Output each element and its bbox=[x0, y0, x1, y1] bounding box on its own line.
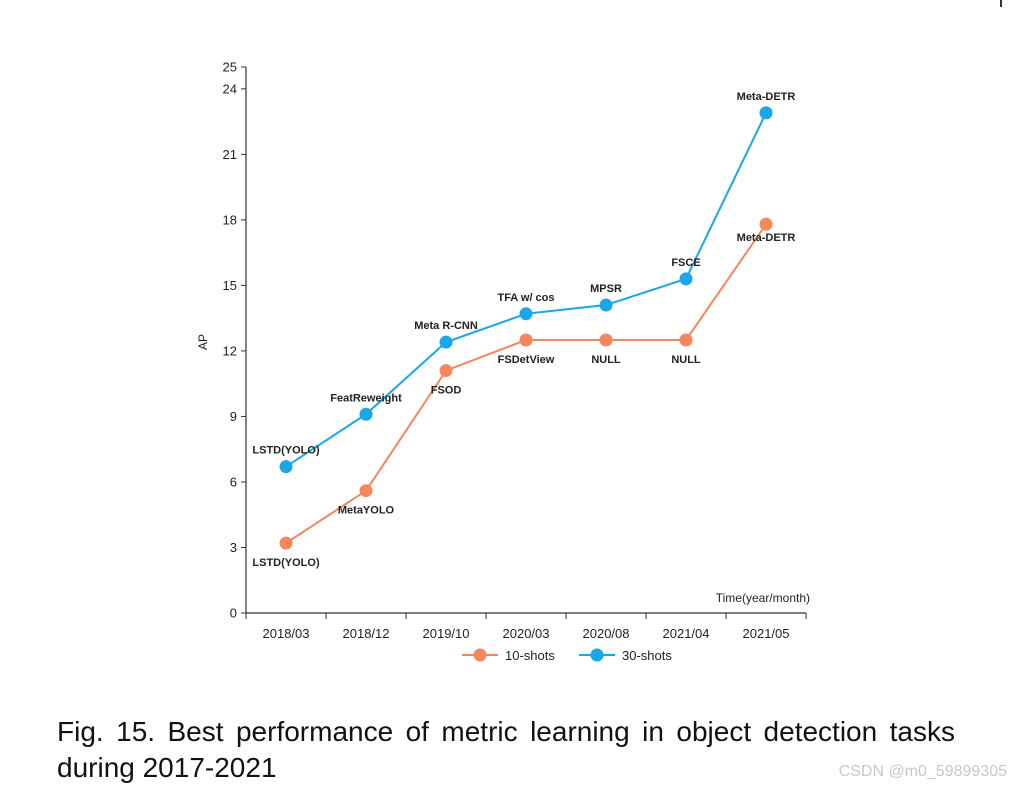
x-tick-label: 2018/12 bbox=[343, 626, 390, 641]
data-point bbox=[519, 333, 533, 347]
data-point bbox=[279, 536, 293, 550]
x-tick-label: 2018/03 bbox=[263, 626, 310, 641]
data-point bbox=[679, 272, 693, 286]
y-tick-label: 0 bbox=[230, 606, 237, 621]
point-label: Meta-DETR bbox=[737, 91, 796, 103]
data-point bbox=[759, 106, 773, 120]
point-label: MetaYOLO bbox=[338, 505, 395, 517]
y-tick-label: 25 bbox=[223, 60, 237, 75]
data-point bbox=[679, 333, 693, 347]
watermark: CSDN @m0_59899305 bbox=[838, 763, 1007, 780]
page-edge-mark bbox=[1000, 0, 1002, 7]
y-axis-label: AP bbox=[196, 334, 210, 350]
data-point bbox=[519, 307, 533, 321]
point-label: LSTD(YOLO) bbox=[252, 557, 320, 569]
y-tick-label: 21 bbox=[223, 147, 237, 162]
series-line-10-shots bbox=[285, 223, 767, 544]
y-tick-label: 9 bbox=[230, 409, 237, 424]
x-tick-label: 2021/04 bbox=[663, 626, 710, 641]
y-tick-label: 6 bbox=[230, 474, 237, 489]
point-labels: LSTD(YOLO) MetaYOLO FSOD FSDetView NULL NULL M… bbox=[252, 91, 795, 569]
data-point bbox=[759, 217, 773, 231]
data-point bbox=[599, 333, 613, 347]
series-line-30-shots bbox=[285, 112, 767, 468]
data-point bbox=[599, 298, 613, 312]
legend-label: 10-shots bbox=[505, 648, 555, 663]
legend: 10-shots 30-shots bbox=[462, 648, 672, 663]
legend-label: 30-shots bbox=[622, 648, 672, 663]
point-label: NULL bbox=[671, 354, 701, 366]
point-label: NULL bbox=[591, 354, 621, 366]
x-ticks: 2018/03 2018/12 2019/10 2020/03 2020/08 2021/… bbox=[245, 613, 807, 641]
x-tick-label: 2019/10 bbox=[423, 626, 470, 641]
point-label: Meta R-CNN bbox=[414, 320, 478, 332]
y-tick-label: 3 bbox=[230, 540, 237, 555]
data-point bbox=[279, 460, 293, 474]
data-point bbox=[439, 335, 453, 349]
point-label: Meta-DETR bbox=[737, 232, 796, 244]
series-layer bbox=[279, 106, 773, 550]
data-point bbox=[359, 407, 373, 421]
point-label: FSCE bbox=[671, 257, 700, 269]
y-tick-label: 15 bbox=[223, 278, 237, 293]
y-tick-label: 24 bbox=[223, 81, 237, 96]
point-label: FeatReweight bbox=[330, 392, 402, 404]
x-tick-label: 2020/08 bbox=[583, 626, 630, 641]
data-point bbox=[439, 364, 453, 378]
legend-marker bbox=[590, 648, 604, 662]
point-label: LSTD(YOLO) bbox=[252, 445, 320, 457]
point-label: FSDetView bbox=[498, 354, 555, 366]
y-tick-label: 12 bbox=[223, 343, 237, 358]
figure-caption: Fig. 15. Best performance of metric lear… bbox=[57, 716, 955, 783]
x-tick-label: 2020/03 bbox=[503, 626, 550, 641]
x-axis-label: Time(year/month) bbox=[716, 591, 810, 605]
y-tick-label: 18 bbox=[223, 212, 237, 227]
y-ticks: 0 3 6 9 12 15 18 21 24 25 bbox=[223, 60, 246, 621]
x-tick-label: 2021/05 bbox=[743, 626, 790, 641]
legend-marker bbox=[473, 648, 487, 662]
point-label: MPSR bbox=[590, 283, 622, 295]
data-point bbox=[359, 484, 373, 498]
point-label: FSOD bbox=[431, 385, 462, 397]
point-label: TFA w/ cos bbox=[497, 292, 554, 304]
